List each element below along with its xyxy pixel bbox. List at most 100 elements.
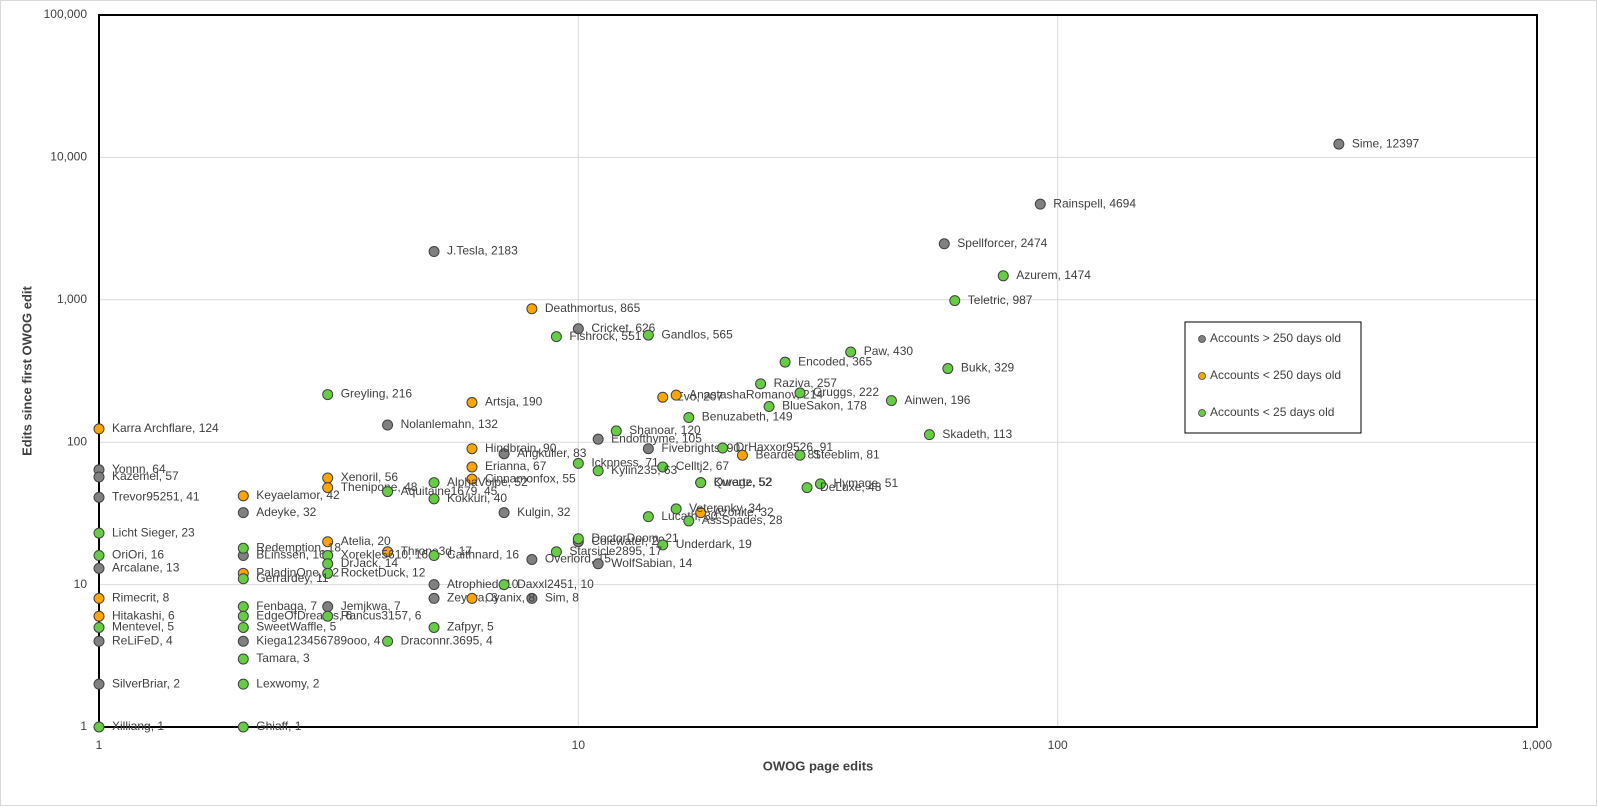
point-label: PaladinOne, 12 — [256, 565, 339, 579]
point — [845, 346, 857, 358]
point-label: Gerrardey, 11 — [256, 571, 329, 585]
y-tick-label: 10 — [74, 577, 88, 591]
point — [683, 515, 695, 527]
point-label: Ickpness, 71 — [591, 456, 659, 470]
point — [550, 331, 562, 343]
point — [237, 490, 249, 502]
point-label: Rimecrit, 8 — [112, 591, 170, 605]
point — [1034, 198, 1046, 210]
point — [428, 493, 440, 505]
point — [695, 477, 707, 489]
point — [526, 554, 538, 566]
point-label: J.Tesla, 2183 — [447, 244, 518, 258]
point-label: Teletric, 987 — [968, 293, 1033, 307]
point-label: Kazemel, 57 — [112, 469, 179, 483]
point-label: DoctorDoom, 21 — [591, 531, 679, 545]
point-label: Spellforcer, 2474 — [957, 236, 1047, 250]
point-label: Endofthyme, 105 — [611, 431, 702, 445]
point — [237, 653, 249, 665]
point — [572, 323, 584, 335]
point — [938, 238, 950, 250]
point-label: Jemjkwa, 7 — [341, 599, 401, 613]
point — [592, 433, 604, 445]
point-label: Zafpyr, 5 — [447, 620, 494, 634]
point — [382, 486, 394, 498]
point-label: Rainspell, 4694 — [1053, 196, 1136, 210]
point — [428, 621, 440, 633]
plot-frame — [98, 14, 1538, 728]
point — [93, 592, 105, 604]
point — [949, 295, 961, 307]
point-label: Draconnr.3695, 4 — [401, 633, 493, 647]
point — [93, 678, 105, 690]
point-label: Angkuller, 83 — [517, 446, 587, 460]
point-label: OriOri, 16 — [112, 548, 164, 562]
point — [610, 425, 622, 437]
point-label: Underdark, 19 — [676, 537, 752, 551]
point-label: Hymage, 51 — [833, 476, 898, 490]
point — [93, 621, 105, 633]
point — [382, 635, 394, 647]
point-label: Sime, 12397 — [1352, 136, 1420, 150]
point-label: DrJack, 14 — [341, 556, 399, 570]
point-label: Benuzabeth, 149 — [702, 410, 793, 424]
point-label: Paw, 430 — [864, 344, 914, 358]
point — [93, 562, 105, 574]
point-label: Xilliang, 1 — [112, 719, 164, 733]
x-tick-label: 1,000 — [1522, 738, 1552, 752]
point — [237, 721, 249, 733]
point-label: Licht Sieger, 23 — [112, 525, 195, 539]
point-label: DeLuxe, 48 — [820, 480, 882, 494]
point-label: Trevor95251, 41 — [112, 490, 200, 504]
point — [466, 397, 478, 409]
y-axis-title: Edits since first OWOG edit — [19, 285, 34, 455]
point — [466, 592, 478, 604]
point-label: Cyanix, 8 — [485, 591, 535, 605]
point — [93, 635, 105, 647]
point — [382, 419, 394, 431]
point — [428, 246, 440, 258]
point — [642, 443, 654, 455]
legend-marker — [1198, 409, 1206, 417]
point-label: Erianna, 67 — [485, 459, 547, 473]
point-label: SweetWaffle, 5 — [256, 620, 336, 634]
point-label: Cinnamonfox, 55 — [485, 471, 576, 485]
point — [755, 378, 767, 390]
point — [794, 449, 806, 461]
point-label: Kurage, 52 — [714, 475, 773, 489]
point — [322, 558, 334, 570]
point-label: Caithnard, 16 — [447, 548, 519, 562]
point-label: Arcalane, 13 — [112, 561, 180, 575]
point-label: RocketDuck, 12 — [341, 565, 426, 579]
point-label: Redemption, 18 — [256, 540, 341, 554]
point-label: Starsicle2895, 17 — [569, 544, 662, 558]
point — [526, 592, 538, 604]
x-tick-label: 1 — [96, 738, 103, 752]
point — [93, 423, 105, 435]
point — [642, 329, 654, 341]
point — [498, 579, 510, 591]
point — [942, 363, 954, 375]
point-label: AnastashaRomanov, 214 — [689, 387, 823, 401]
legend-marker — [1198, 335, 1206, 343]
point-label: Colewater, 20 — [591, 534, 665, 548]
x-tick-label: 10 — [572, 738, 586, 752]
y-tick-label: 100,000 — [44, 7, 88, 21]
point — [237, 507, 249, 519]
point — [322, 389, 334, 401]
y-tick-label: 100 — [67, 434, 87, 448]
point-label: Nolanlemahn, 132 — [401, 417, 499, 431]
point — [801, 482, 813, 494]
point-label: Artsja, 190 — [485, 395, 543, 409]
point — [466, 443, 478, 455]
point-label: Shanoar, 120 — [629, 423, 701, 437]
point — [466, 473, 478, 485]
legend-marker — [1198, 372, 1206, 380]
point — [763, 401, 775, 413]
point — [428, 592, 440, 604]
point-label: Greyling, 216 — [341, 387, 413, 401]
point — [428, 477, 440, 489]
point — [498, 448, 510, 460]
point — [736, 449, 748, 461]
